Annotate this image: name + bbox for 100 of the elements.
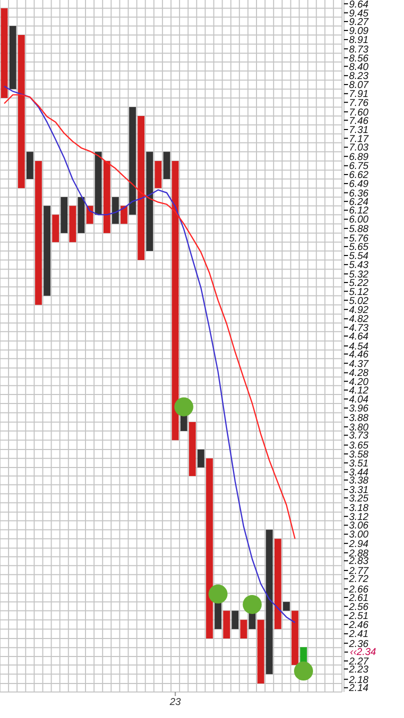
y-tick-label: 8.91 bbox=[349, 35, 368, 46]
y-tick-label: 5.88 bbox=[349, 224, 369, 235]
y-tick-label: 8.07 bbox=[349, 80, 369, 92]
y-tick-label: 6.36 bbox=[349, 188, 369, 200]
line-series bbox=[4, 94, 296, 540]
bar bbox=[0, 8, 8, 98]
bar bbox=[240, 620, 248, 638]
y-tick-label: 3.25 bbox=[349, 493, 369, 504]
y-tick-label: 7.46 bbox=[349, 116, 369, 127]
y-tick-label: 4.28 bbox=[349, 368, 369, 380]
bar bbox=[188, 422, 196, 476]
y-tick-label: 3.51 bbox=[349, 458, 368, 470]
y-tick-label: 3.96 bbox=[349, 404, 369, 415]
y-tick-label: 3.06 bbox=[349, 520, 369, 532]
bar bbox=[138, 116, 144, 260]
y-tick-label: 3.00 bbox=[349, 530, 369, 541]
y-tick-label: 2.51 bbox=[348, 610, 368, 622]
y-tick-label: 6.75 bbox=[349, 161, 369, 172]
bar bbox=[154, 161, 162, 188]
y-tick-label: 5.65 bbox=[349, 242, 369, 254]
y-tick-label: 9.09 bbox=[349, 26, 369, 37]
y-tick-label: 8.23 bbox=[349, 71, 369, 82]
y-tick-label: 2.83 bbox=[348, 556, 369, 568]
y-tick-label: 6.24 bbox=[349, 196, 369, 208]
y-tick-label: 2.23 bbox=[348, 664, 369, 676]
bar bbox=[52, 214, 59, 242]
y-tick-label: 7.31 bbox=[349, 124, 368, 136]
y-tick-label: 4.82 bbox=[349, 314, 369, 326]
bar bbox=[78, 197, 85, 234]
y-tick-label: 6.12 bbox=[349, 206, 369, 217]
y-tick-label: 2.14 bbox=[348, 683, 369, 694]
y-tick-label: 4.46 bbox=[349, 350, 369, 361]
y-tick-label: 3.65 bbox=[349, 440, 369, 452]
point bbox=[242, 595, 262, 614]
bar bbox=[94, 152, 102, 215]
y-tick-label: 2.94 bbox=[348, 538, 369, 550]
y-tick-label: 3.73 bbox=[349, 430, 369, 442]
y-tick-label: 6.49 bbox=[349, 179, 369, 190]
y-tick-label: 5.76 bbox=[349, 233, 369, 244]
bar bbox=[198, 449, 204, 468]
bar bbox=[103, 161, 110, 234]
y-tick-label: 9.27 bbox=[349, 17, 369, 28]
y-tick-label: 2.66 bbox=[348, 584, 369, 596]
y-tick-label: 7.03 bbox=[349, 142, 369, 154]
bar bbox=[163, 152, 170, 180]
point bbox=[174, 397, 194, 416]
y-tick-label: 4.37 bbox=[349, 358, 369, 370]
bar bbox=[69, 206, 76, 242]
bar bbox=[283, 602, 290, 611]
y-tick-label: 5.22 bbox=[349, 278, 369, 290]
bar bbox=[9, 26, 16, 90]
y-tick-label: 7.76 bbox=[349, 98, 369, 109]
bar bbox=[129, 107, 136, 215]
bar bbox=[274, 538, 282, 630]
y-tick-label: 5.12 bbox=[349, 286, 369, 298]
y-tick-label: 4.04 bbox=[349, 394, 369, 406]
y-tick-label: 8.73 bbox=[349, 44, 369, 56]
bar bbox=[60, 197, 68, 234]
y-tick-label: 4.20 bbox=[349, 376, 369, 388]
bar bbox=[26, 152, 34, 180]
bar bbox=[257, 620, 264, 684]
y-tick-label: 5.43 bbox=[349, 260, 369, 272]
y-tick-label: 9.45 bbox=[349, 8, 369, 20]
y-tick-label: 3.18 bbox=[349, 503, 369, 514]
bar bbox=[206, 458, 213, 638]
bar bbox=[35, 161, 42, 305]
bar bbox=[172, 161, 179, 440]
y-tick-label: 5.54 bbox=[349, 250, 369, 262]
y-tick-label: 3.38 bbox=[349, 476, 369, 487]
y-tick-label: 7.60 bbox=[349, 107, 369, 118]
y-tick-label: 4.12 bbox=[349, 386, 369, 397]
y-tick-label: 7.91 bbox=[349, 89, 368, 100]
bar bbox=[292, 610, 298, 665]
y-tick-label: 3.12 bbox=[349, 512, 369, 523]
y-tick-label: 3.88 bbox=[349, 412, 369, 424]
y-tick-label: 5.02 bbox=[349, 296, 369, 307]
bar bbox=[44, 206, 50, 296]
y-tick-label: 7.17 bbox=[349, 134, 369, 145]
y-tick-label: 5.32 bbox=[349, 269, 369, 280]
y-tick-label: 2.72 bbox=[348, 574, 369, 586]
bar bbox=[112, 197, 119, 224]
y-tick-label: 6.89 bbox=[349, 152, 369, 163]
bar bbox=[120, 206, 128, 224]
y-tick-label: 6.00 bbox=[349, 214, 369, 226]
point bbox=[208, 584, 228, 604]
y-tick-label: 8.40 bbox=[349, 62, 369, 73]
y-tick-label: 3.58 bbox=[349, 449, 369, 460]
y-tick-label: 2.41 bbox=[348, 629, 368, 640]
line-series bbox=[4, 86, 296, 624]
text: ‹‹2.34 bbox=[350, 647, 377, 658]
y-tick-label: 2.56 bbox=[348, 602, 369, 613]
bar bbox=[223, 610, 230, 638]
bar bbox=[146, 152, 154, 251]
y-tick-label: 4.64 bbox=[349, 332, 369, 343]
y-tick-label: 6.62 bbox=[349, 170, 369, 182]
bar bbox=[214, 602, 222, 630]
y-tick-label: 9.64 bbox=[349, 0, 369, 10]
y-tick-label: 4.92 bbox=[349, 304, 369, 316]
y-tick-label: 8.56 bbox=[349, 53, 369, 64]
y-tick-label: 2.61 bbox=[348, 593, 368, 604]
